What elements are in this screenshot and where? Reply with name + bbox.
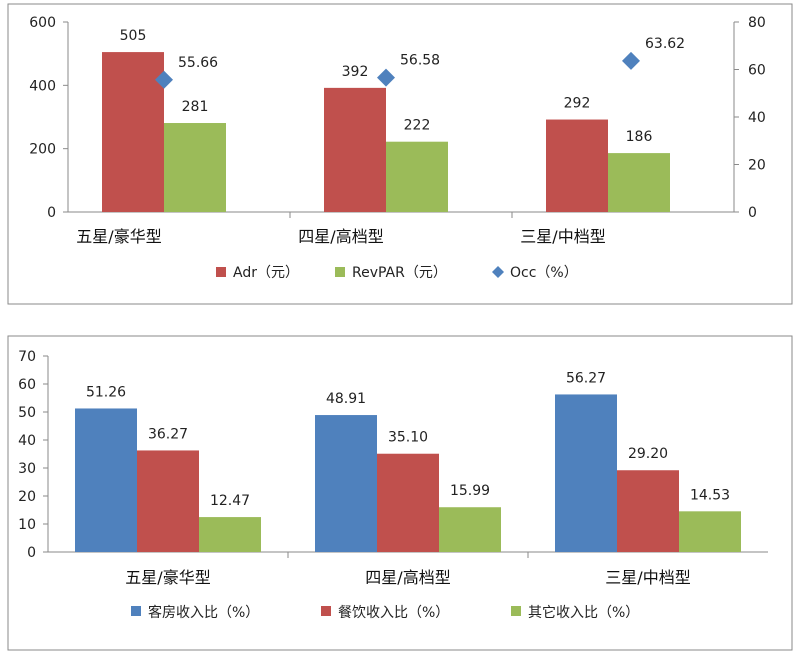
chart2-data-label: 12.47 bbox=[210, 493, 250, 509]
chart2-legend-label: 客房收入比（%） bbox=[148, 604, 259, 621]
chart2-legend-swatch-other bbox=[511, 606, 521, 616]
chart1-bar-revpar bbox=[164, 123, 226, 212]
chart1-left-tick-label: 600 bbox=[29, 15, 56, 31]
chart1-right-tick-label: 40 bbox=[748, 110, 766, 126]
chart1-occ-label: 56.58 bbox=[400, 53, 440, 69]
chart1-occ-label: 55.66 bbox=[178, 55, 218, 71]
chart1-left-tick-label: 0 bbox=[47, 205, 56, 221]
chart1-right-tick-label: 60 bbox=[748, 63, 766, 79]
chart2-category-label: 三星/中档型 bbox=[605, 568, 690, 587]
chart1-bar-adr bbox=[546, 119, 608, 212]
chart2-bar-other bbox=[679, 511, 741, 552]
chart1-bar-adr bbox=[324, 87, 386, 212]
chart2-data-label: 35.10 bbox=[388, 430, 428, 446]
chart1-occ-marker bbox=[622, 51, 640, 70]
chart2-tick-label: 50 bbox=[18, 405, 36, 421]
chart2-bar-food-beverage bbox=[377, 453, 439, 552]
chart1-data-label: 186 bbox=[626, 129, 653, 145]
chart2-tick-label: 40 bbox=[18, 433, 36, 449]
chart1-data-label: 222 bbox=[404, 118, 431, 134]
chart1-legend: Adr（元） RevPAR（元） Occ（%） bbox=[216, 265, 578, 281]
chart2-bar-other bbox=[439, 507, 501, 552]
chart1-occ-marker bbox=[155, 70, 173, 89]
chart1-right-tick-label: 20 bbox=[748, 158, 766, 174]
chart1-data-label: 505 bbox=[120, 28, 147, 44]
chart2-data-label: 56.27 bbox=[566, 370, 606, 386]
chart1-right-tick-label: 0 bbox=[748, 205, 757, 221]
chart2-bar-guest-room bbox=[75, 408, 137, 552]
chart1-data-label: 281 bbox=[182, 99, 209, 115]
chart2-data-label: 15.99 bbox=[450, 483, 490, 499]
chart2-tick-label: 10 bbox=[18, 517, 36, 533]
chart2-bar-guest-room bbox=[315, 415, 377, 552]
chart2-marks: 0 10 20 30 40 50 60 70 五星/豪华型 51.26 36.27 12.47 四星/高… bbox=[18, 349, 741, 587]
chart1-legend-label: Occ（%） bbox=[510, 265, 578, 281]
chart1-bar-adr bbox=[102, 52, 164, 213]
chart1-category-label: 三星/中档型 bbox=[520, 227, 605, 246]
chart2-bar-food-beverage bbox=[137, 450, 199, 552]
chart1-occ-marker bbox=[377, 68, 395, 87]
chart1-category-label: 五星/豪华型 bbox=[76, 227, 161, 246]
chart2-bar-other bbox=[199, 517, 261, 552]
chart2-legend-swatch-guest-room bbox=[131, 606, 141, 616]
chart1-left-tick-label: 200 bbox=[29, 142, 56, 158]
chart2-tick-label: 70 bbox=[18, 349, 36, 365]
chart2-bar-guest-room bbox=[555, 394, 617, 552]
chart2-legend-label: 餐饮收入比（%） bbox=[338, 605, 449, 621]
chart1-data-label: 392 bbox=[342, 64, 369, 80]
chart2-tick-label: 0 bbox=[27, 545, 36, 561]
chart2-data-label: 48.91 bbox=[326, 391, 366, 407]
chart2-tick-label: 60 bbox=[18, 377, 36, 393]
chart1-right-tick-label: 80 bbox=[748, 15, 766, 31]
chart2-data-label: 29.20 bbox=[628, 446, 668, 462]
chart1-legend-swatch-adr bbox=[216, 267, 226, 277]
chart1-legend-swatch-occ bbox=[492, 266, 504, 278]
chart1-legend-swatch-revpar bbox=[335, 267, 345, 277]
chart1-data-label: 292 bbox=[564, 96, 591, 112]
chart1-category-label: 四星/高档型 bbox=[298, 227, 383, 246]
chart1-bar-revpar bbox=[386, 141, 448, 212]
chart1-marks: 0 200 400 600 0 20 40 60 80 五星/豪华型 505 281 55.66 四星/高… bbox=[29, 15, 766, 246]
chart2-tick-label: 30 bbox=[18, 461, 36, 477]
chart2-data-label: 36.27 bbox=[148, 426, 188, 442]
chart1-bar-revpar bbox=[608, 153, 670, 212]
chart2-category-label: 四星/高档型 bbox=[365, 568, 450, 587]
chart2-data-label: 51.26 bbox=[86, 384, 126, 400]
chart2-legend-label: 其它收入比（%） bbox=[528, 604, 639, 621]
chart1-legend-label: RevPAR（元） bbox=[352, 265, 447, 281]
chart2-legend-swatch-food-beverage bbox=[321, 606, 331, 616]
chart2-category-label: 五星/豪华型 bbox=[125, 568, 210, 587]
chart1-occ-label: 63.62 bbox=[645, 36, 685, 52]
chart1-legend-label: Adr（元） bbox=[233, 265, 299, 281]
chart2-data-label: 14.53 bbox=[690, 487, 730, 503]
chart2-bar-food-beverage bbox=[617, 470, 679, 552]
chart2-legend: 客房收入比（%） 餐饮收入比（%） 其它收入比（%） bbox=[131, 604, 639, 621]
chart2-tick-label: 20 bbox=[18, 489, 36, 505]
chart1-left-tick-label: 400 bbox=[29, 78, 56, 94]
